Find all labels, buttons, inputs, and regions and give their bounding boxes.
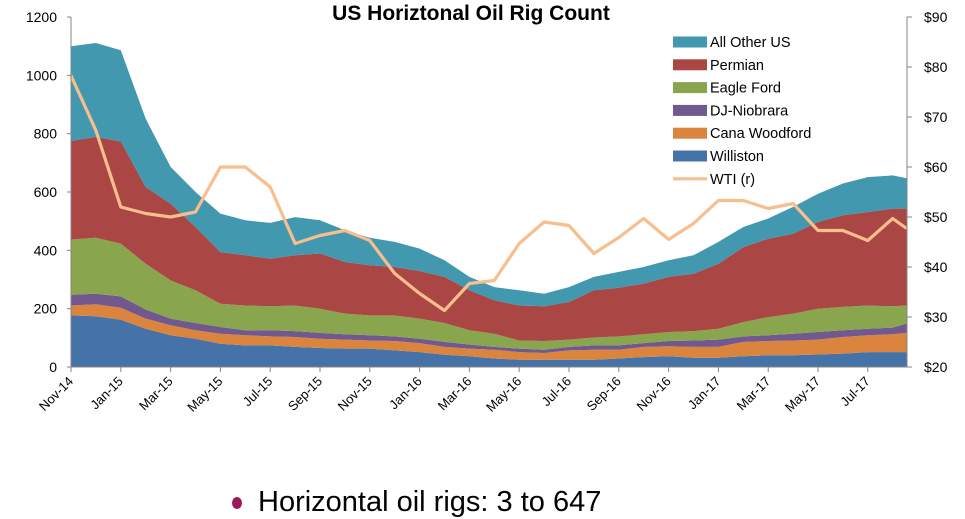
rig-count-chart: US Horiztonal Oil Rig Count 0 200 400 600 80… bbox=[26, 2, 948, 415]
x-tick-label: Mar-17 bbox=[734, 374, 774, 414]
legend-swatch bbox=[673, 82, 707, 94]
y-tick-label: 0 bbox=[49, 359, 57, 375]
legend-label: WTI (r) bbox=[710, 172, 755, 188]
x-tick-label: Jan-16 bbox=[386, 374, 425, 413]
x-tick-label: Nov-14 bbox=[36, 374, 76, 414]
x-tick-label: May-15 bbox=[184, 374, 225, 415]
legend-swatch bbox=[673, 150, 707, 162]
x-tick-label: Sep-16 bbox=[584, 374, 624, 414]
legend-label: All Other US bbox=[710, 35, 791, 51]
x-tick-label: Jul-16 bbox=[538, 374, 574, 410]
area-cana-woodford bbox=[71, 304, 907, 360]
x-tick-label: Jan-15 bbox=[87, 374, 126, 413]
bullet-point: Horizontal oil rigs: 3 to 647 bbox=[232, 486, 601, 519]
x-tick-label: Mar-15 bbox=[136, 374, 176, 414]
y2-tick-label: $40 bbox=[924, 259, 948, 275]
legend-label: DJ-Niobrara bbox=[710, 103, 789, 119]
y-tick-label: 200 bbox=[34, 301, 58, 317]
legend-item: Eagle Ford bbox=[673, 81, 781, 97]
legend-item: Permian bbox=[673, 58, 764, 74]
legend-item: All Other US bbox=[673, 35, 791, 51]
x-tick-label: Nov-16 bbox=[633, 374, 673, 414]
legend-label: Cana Woodford bbox=[710, 126, 811, 142]
line-wti bbox=[69, 74, 908, 313]
area-permian bbox=[71, 136, 907, 341]
legend-item: Williston bbox=[673, 149, 764, 165]
legend-item: Cana Woodford bbox=[673, 126, 811, 142]
x-tick-label: Jan-17 bbox=[685, 374, 724, 413]
bullet-icon bbox=[232, 497, 242, 510]
y-tick-label: 800 bbox=[34, 126, 58, 142]
area-williston bbox=[71, 315, 907, 367]
y2-tick-label: $20 bbox=[924, 359, 948, 375]
y2-tick-label: $70 bbox=[924, 109, 948, 125]
legend-item: WTI (r) bbox=[673, 172, 755, 188]
y2-tick-label: $90 bbox=[924, 9, 948, 25]
legend-label: Permian bbox=[710, 58, 764, 74]
x-tick-label: May-16 bbox=[483, 374, 524, 415]
area-all-other-us bbox=[71, 43, 907, 307]
legend-swatch bbox=[673, 59, 707, 71]
y2-tick-label: $60 bbox=[924, 159, 948, 175]
x-tick-label: May-17 bbox=[782, 374, 823, 415]
chart-title: US Horiztonal Oil Rig Count bbox=[332, 2, 610, 25]
x-tick-label: Mar-16 bbox=[435, 374, 475, 414]
y-tick-label: 1200 bbox=[26, 9, 57, 25]
area-eagle-ford bbox=[71, 237, 907, 350]
bullet-text: Horizontal oil rigs: 3 to 647 bbox=[258, 486, 602, 518]
legend-swatch bbox=[673, 127, 707, 139]
y2-tick-label: $30 bbox=[924, 309, 948, 325]
y2-tick-label: $80 bbox=[924, 59, 948, 75]
legend-item: DJ-Niobrara bbox=[673, 103, 789, 119]
x-tick-label: Sep-15 bbox=[285, 374, 325, 414]
x-tick-label: Jul-15 bbox=[240, 374, 276, 410]
y-tick-label: 600 bbox=[34, 184, 58, 200]
legend-label: Eagle Ford bbox=[710, 81, 781, 97]
y2-tick-label: $50 bbox=[924, 209, 948, 225]
legend-label: Williston bbox=[710, 149, 764, 165]
x-tick-label: Jul-17 bbox=[837, 374, 873, 410]
y-tick-label: 400 bbox=[34, 242, 58, 258]
x-tick-label: Nov-15 bbox=[335, 374, 375, 414]
y-tick-label: 1000 bbox=[26, 67, 57, 83]
legend-swatch bbox=[673, 36, 707, 48]
legend-swatch bbox=[673, 104, 707, 116]
